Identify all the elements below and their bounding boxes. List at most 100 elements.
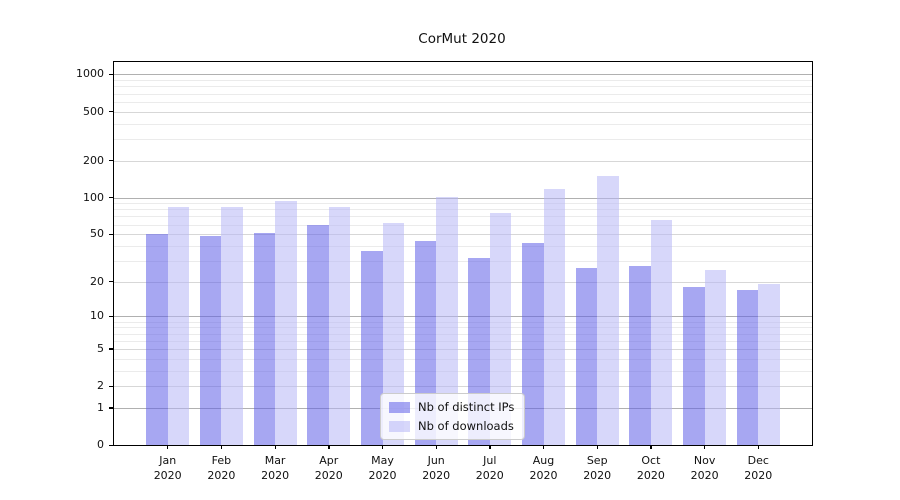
y-tick-label: 1 bbox=[97, 400, 104, 414]
bar-downloads-jun bbox=[436, 196, 458, 445]
bar-ips-dec bbox=[736, 290, 759, 445]
minor-gridline bbox=[114, 224, 812, 226]
x-tick-label: Feb 2020 bbox=[207, 454, 236, 482]
y-tick-label: 0 bbox=[97, 438, 104, 451]
minor-gridline bbox=[114, 260, 812, 262]
y-tick-label: 20 bbox=[90, 274, 104, 288]
minor-gridline bbox=[114, 216, 812, 218]
legend: Nb of distinct IPs Nb of downloads bbox=[380, 393, 526, 440]
x-tick-label: Oct 2020 bbox=[636, 454, 665, 482]
bar-downloads-jan bbox=[167, 206, 190, 445]
plot-area: Nb of distinct IPs Nb of downloads 1000 50… bbox=[76, 61, 813, 482]
y-tick-mark bbox=[109, 348, 113, 350]
bar-ips-jan bbox=[146, 234, 168, 445]
bar-downloads-feb bbox=[221, 206, 243, 445]
legend-swatch-distinct-ips bbox=[389, 401, 410, 413]
y-tick-mark bbox=[109, 281, 113, 283]
bar-downloads-apr bbox=[328, 207, 351, 445]
major-gridline bbox=[114, 160, 812, 162]
y-tick-label: 5 bbox=[97, 341, 104, 355]
legend-label: Nb of distinct IPs bbox=[418, 400, 515, 414]
bar-downloads-mar bbox=[275, 200, 297, 445]
major-gridline bbox=[114, 74, 812, 76]
major-gridline bbox=[114, 281, 812, 283]
y-tick-mark bbox=[109, 407, 113, 409]
x-tick-label: Sep 2020 bbox=[583, 454, 612, 482]
x-tick-mark bbox=[220, 445, 223, 449]
minor-gridline bbox=[114, 327, 812, 329]
y-tick-label: 50 bbox=[90, 227, 104, 241]
minor-gridline bbox=[114, 370, 812, 372]
minor-gridline bbox=[114, 138, 812, 140]
minor-gridline bbox=[114, 333, 812, 335]
bar-ips-may bbox=[361, 251, 383, 445]
x-tick-mark bbox=[596, 445, 598, 449]
y-tick-mark bbox=[109, 197, 113, 199]
x-tick-mark bbox=[435, 445, 437, 449]
bar-ips-sep bbox=[575, 268, 598, 445]
minor-gridline bbox=[114, 209, 812, 211]
y-tick-label: 2 bbox=[97, 379, 104, 393]
y-tick-mark bbox=[109, 73, 113, 76]
x-tick-label: Jul 2020 bbox=[475, 454, 504, 482]
x-tick-label: Apr 2020 bbox=[314, 454, 343, 482]
x-tick-label: May 2020 bbox=[368, 454, 397, 482]
bar-ips-nov bbox=[683, 287, 705, 445]
x-tick-label: Nov 2020 bbox=[690, 454, 719, 482]
minor-gridline bbox=[114, 93, 812, 95]
bar-downloads-may bbox=[382, 222, 404, 445]
y-tick-mark bbox=[109, 111, 113, 113]
major-gridline bbox=[114, 316, 812, 318]
minor-gridline bbox=[114, 123, 812, 125]
bar-ips-apr bbox=[307, 225, 329, 445]
bar-downloads-nov bbox=[704, 270, 727, 445]
y-tick-label: 100 bbox=[83, 190, 104, 204]
x-tick-mark bbox=[328, 445, 330, 449]
x-tick-mark bbox=[382, 445, 384, 449]
legend-row: Nb of downloads bbox=[389, 419, 514, 433]
bar-ips-feb bbox=[199, 236, 222, 445]
minor-gridline bbox=[114, 340, 812, 342]
bar-downloads-oct bbox=[650, 220, 673, 445]
major-gridline bbox=[114, 111, 812, 113]
y-tick-label: 200 bbox=[83, 153, 104, 167]
x-tick-label: Jun 2020 bbox=[422, 454, 451, 482]
bar-ips-oct bbox=[629, 266, 651, 445]
x-tick-label: Dec 2020 bbox=[744, 454, 773, 482]
legend-swatch-downloads bbox=[389, 420, 410, 432]
minor-gridline bbox=[114, 101, 812, 103]
x-tick-label: Jan 2020 bbox=[153, 454, 182, 482]
minor-gridline bbox=[114, 80, 812, 82]
x-tick-mark bbox=[757, 445, 760, 449]
y-tick-label: 500 bbox=[83, 104, 104, 118]
legend-row: Nb of distinct IPs bbox=[389, 400, 514, 414]
bar-downloads-dec bbox=[758, 284, 780, 445]
x-tick-mark bbox=[704, 445, 706, 449]
minor-gridline bbox=[114, 321, 812, 323]
y-tick-mark bbox=[109, 385, 113, 387]
major-gridline bbox=[114, 197, 812, 199]
y-tick-mark bbox=[109, 160, 113, 162]
minor-gridline bbox=[114, 86, 812, 88]
y-tick-mark bbox=[109, 233, 113, 235]
bar-ips-mar bbox=[253, 233, 276, 445]
x-tick-mark bbox=[543, 445, 545, 449]
x-tick-label: Mar 2020 bbox=[261, 454, 290, 482]
legend-label: Nb of downloads bbox=[418, 419, 514, 433]
major-gridline bbox=[114, 234, 812, 236]
bar-downloads-aug bbox=[543, 188, 565, 445]
x-tick-mark bbox=[489, 445, 491, 449]
major-gridline bbox=[114, 386, 812, 388]
y-tick-mark bbox=[109, 444, 113, 446]
y-tick-mark bbox=[109, 315, 113, 318]
minor-gridline bbox=[114, 358, 812, 360]
bar-ips-aug bbox=[522, 243, 544, 445]
x-tick-mark bbox=[274, 445, 276, 449]
bar-downloads-sep bbox=[597, 175, 619, 445]
minor-gridline bbox=[114, 245, 812, 247]
x-tick-mark bbox=[167, 445, 169, 449]
x-tick-mark bbox=[650, 445, 652, 449]
x-tick-label: Aug 2020 bbox=[529, 454, 558, 482]
y-tick-label: 1000 bbox=[76, 67, 104, 81]
